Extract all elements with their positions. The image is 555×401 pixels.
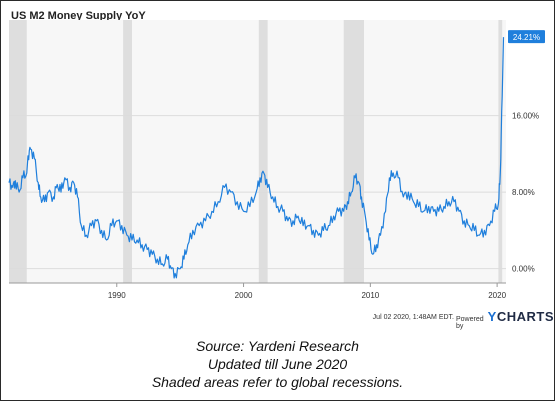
ycharts-logo-rest: CHARTS (496, 309, 554, 324)
recession-band (9, 20, 27, 283)
x-tick-label: 1990 (108, 291, 126, 300)
y-tick-label: 16.00% (512, 112, 539, 121)
plot-area (9, 20, 506, 283)
last-value-label: 24.21% (513, 33, 540, 42)
recession-band (258, 20, 268, 283)
chart-title: US M2 Money Supply YoY (11, 10, 146, 22)
y-tick-label: 8.00% (512, 188, 535, 197)
recession-band (343, 20, 364, 283)
recession-band (123, 20, 132, 283)
x-tick-label: 2000 (235, 291, 253, 300)
last-value-badge (508, 30, 545, 44)
x-tick-label: 2020 (488, 291, 506, 300)
recession-band (498, 20, 503, 283)
powered-by: Powered by YCHARTS (456, 309, 554, 330)
x-tick-label: 2010 (361, 291, 379, 300)
caption-source: Source: Yardeni Research (196, 338, 359, 354)
caption-recessions-note: Shaded areas refer to global recessions. (151, 374, 404, 390)
caption-updated: Updated till June 2020 (207, 356, 348, 372)
line-chart: 0.00% 8.00% 16.00% 1990 2000 2010 2020 24.21% (8, 20, 545, 300)
y-tick-label: 0.00% (512, 265, 535, 274)
ycharts-logo-y: Y (487, 309, 497, 324)
powered-by-label: Powered by (456, 316, 484, 330)
series-line (8, 37, 505, 279)
timestamp: Jul 02 2020, 1:48AM EDT. (372, 314, 454, 321)
ycharts-logo[interactable]: YCHARTS (488, 309, 554, 324)
